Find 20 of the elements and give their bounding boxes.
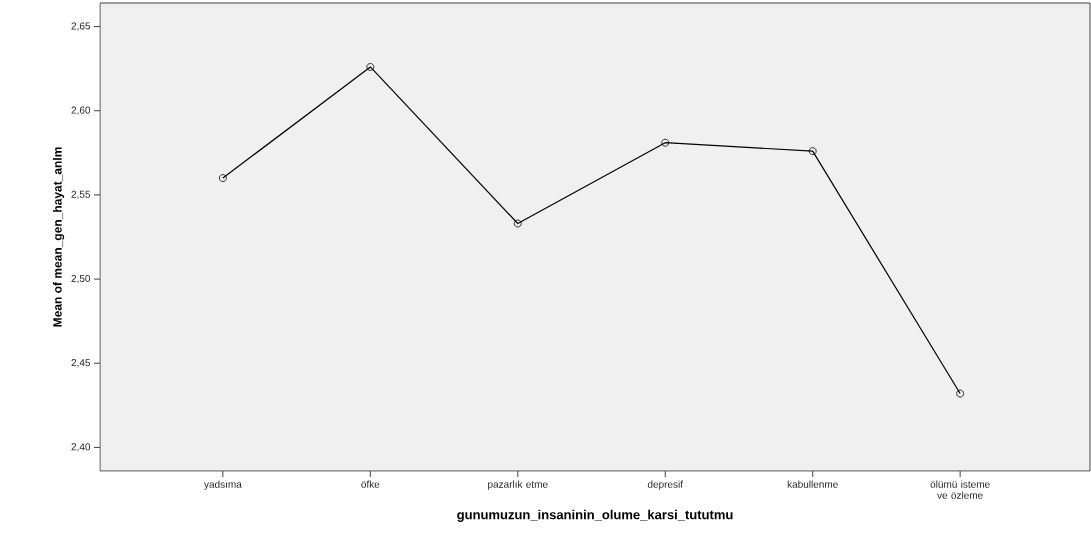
point <box>808 147 817 156</box>
point <box>661 138 670 147</box>
x-tick-label: pazarlık etme <box>488 480 548 490</box>
x-tick-label: kabullenme <box>787 480 838 488</box>
point <box>956 389 965 398</box>
x-tick-label: öfke <box>361 480 380 488</box>
point <box>218 174 227 182</box>
x-tick-label: ölümü isteme ve özleme <box>930 480 990 499</box>
x-tick-label: yadsıma <box>204 480 242 490</box>
x-axis-title: gunumuzun_insaninin_olume_karsi_tututmu <box>457 509 733 522</box>
point <box>513 219 522 228</box>
y-tick-label: 2,40 <box>71 443 91 452</box>
y-tick-label: 2,50 <box>71 274 91 284</box>
x-tick-label: depresif <box>647 480 684 490</box>
y-tick-label: 2,65 <box>71 22 91 31</box>
point <box>366 63 375 71</box>
y-axis-title: Mean of mean_gen_hayat_anlm <box>52 147 65 327</box>
y-tick-label: 2,55 <box>71 190 91 200</box>
y-tick-label: 2,60 <box>71 106 91 115</box>
y-tick-label: 2,45 <box>71 359 91 368</box>
